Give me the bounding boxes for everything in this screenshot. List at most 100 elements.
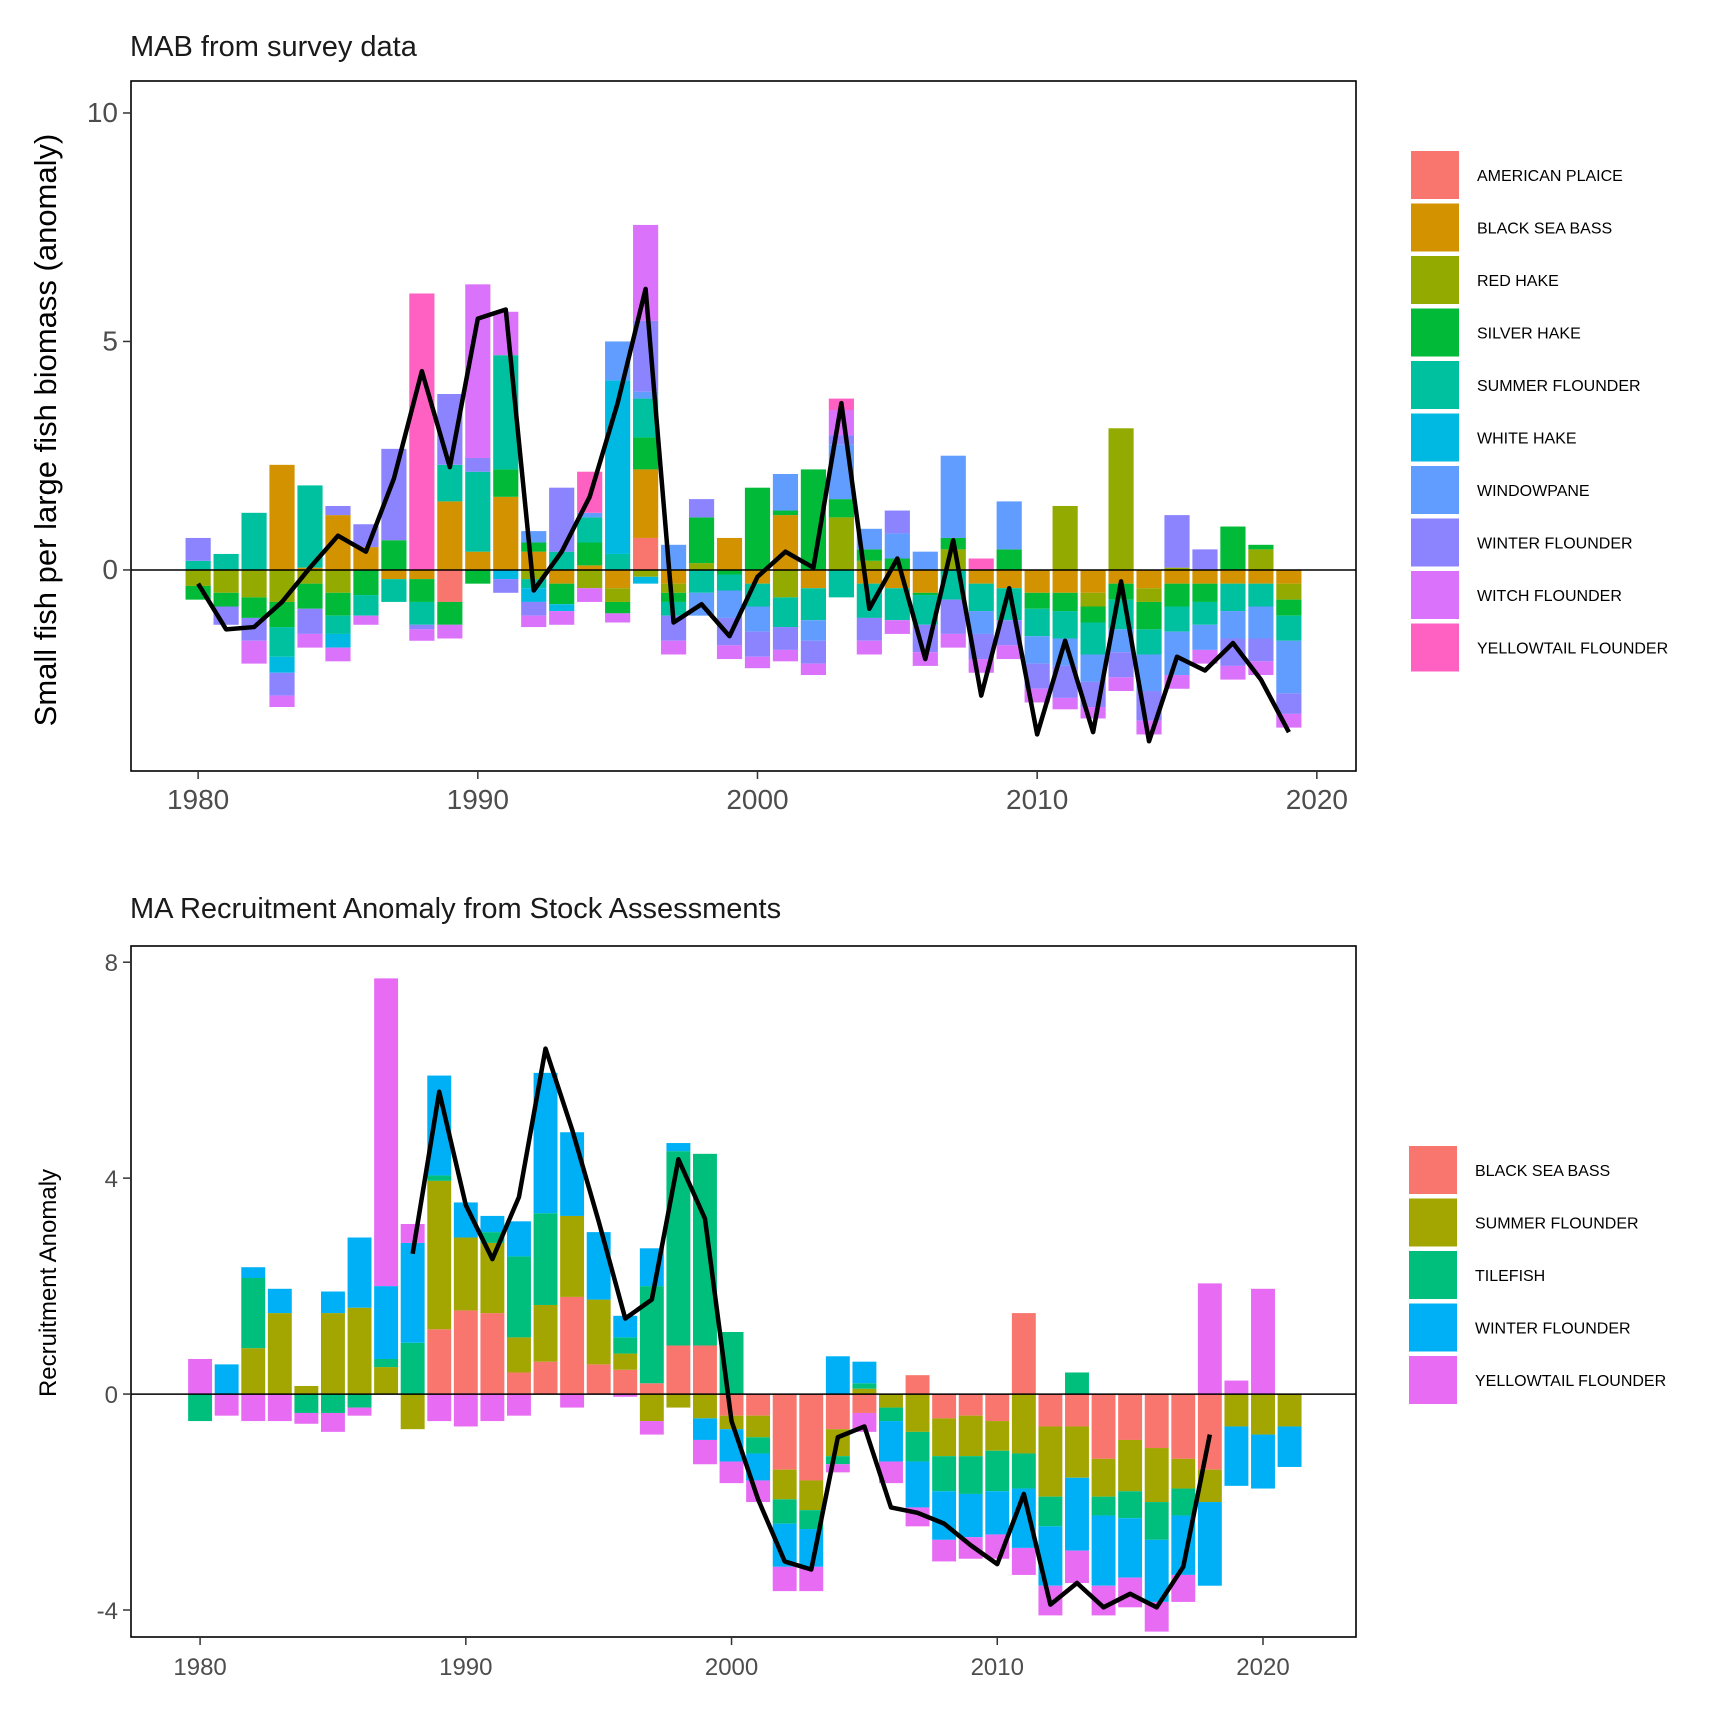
- bar-yellowtail-flounder-1992: [507, 1394, 531, 1416]
- bar-winter-flounder-2013: [1065, 1477, 1089, 1551]
- bar-winter-flounder-1981: [214, 1364, 239, 1395]
- bar-white-hake-1985: [325, 633, 351, 648]
- bar-black-sea-bass-1996: [613, 1369, 638, 1395]
- bar-winter-flounder-1991: [493, 579, 519, 593]
- bar-silver-hake-2011: [1052, 592, 1078, 612]
- bar-black-sea-bass-1992: [507, 1372, 531, 1395]
- bar-yellowtail-flounder-1984: [294, 1412, 319, 1424]
- bar-black-sea-bass-2012: [1080, 569, 1106, 593]
- bar-winter-flounder-1993: [549, 487, 575, 552]
- bar-winter-flounder-1988: [409, 624, 435, 630]
- bar-witch-flounder-2001: [772, 649, 799, 662]
- bar-summer-flounder-2001: [772, 597, 799, 628]
- bar-winter-flounder-1998: [688, 499, 715, 518]
- bar-yellowtail-flounder-1989: [427, 1394, 452, 1422]
- bar-winter-flounder-1995: [586, 1232, 611, 1300]
- bar-summer-flounder-1995: [605, 553, 631, 570]
- bar-winter-flounder-2010: [985, 1491, 1010, 1535]
- legend-label-yellowtail-flounder: YELLOWTAIL FLOUNDER: [1477, 641, 1668, 658]
- y-tick-label: -4: [97, 1598, 118, 1625]
- bar-black-sea-bass-1989: [427, 1329, 452, 1395]
- bar-summer-flounder-1998: [688, 569, 715, 593]
- bar-silver-hake-2000: [744, 487, 771, 570]
- bar-yellowtail-flounder-1988: [409, 293, 435, 570]
- bar-black-sea-bass-2014: [1136, 569, 1162, 589]
- bar-black-sea-bass-1997: [639, 1383, 664, 1395]
- bar-summer-flounder-1980: [185, 560, 211, 570]
- legend-survey: AMERICAN PLAICE BLACK SEA BASS RED HAKE SIL…: [1411, 151, 1668, 672]
- bar-yellowtail-flounder-2016: [1144, 1601, 1169, 1632]
- bar-tilefish-1996: [613, 1337, 638, 1354]
- bar-silver-hake-1984: [297, 583, 323, 609]
- bar-windowpane-2017: [1220, 611, 1246, 639]
- bar-summer-flounder-1983: [267, 1313, 292, 1395]
- bar-summer-flounder-2018: [1248, 583, 1274, 607]
- x-tick-label: 2020: [1286, 784, 1348, 815]
- legend-key-red-hake: [1411, 256, 1459, 304]
- bar-yellowtail-flounder-2004: [825, 1464, 850, 1473]
- bar-black-sea-bass-1990: [465, 551, 491, 570]
- bar-winter-flounder-2009: [958, 1493, 983, 1538]
- bar-red-hake-1982: [241, 569, 267, 598]
- bar-witch-flounder-1995: [605, 613, 631, 623]
- bar-windowpane-1997: [660, 544, 687, 570]
- bar-silver-hake-2001: [772, 510, 799, 516]
- bar-silver-hake-1996: [633, 437, 659, 470]
- axes-survey: 1980 1990 2000 2010 2020 0 5 10: [87, 80, 1357, 815]
- bar-windowpane-1992: [521, 531, 547, 543]
- bar-summer-flounder-1988: [400, 1394, 425, 1430]
- bar-witch-flounder-1997: [660, 640, 687, 655]
- bar-silver-hake-1989: [437, 601, 463, 625]
- bar-summer-flounder-2002: [800, 588, 826, 621]
- bar-tilefish-1992: [507, 1256, 531, 1338]
- bar-winter-flounder-1983: [269, 672, 295, 696]
- y-tick-label: 0: [105, 1382, 118, 1409]
- bar-tilefish-2003: [799, 1510, 824, 1530]
- bar-witch-flounder-1992: [521, 615, 547, 628]
- bar-white-hake-1992: [521, 588, 547, 602]
- bar-silver-hake-1999: [716, 569, 743, 575]
- chart-survey: MAB from survey data 1980 1990 2000 2010 202…: [28, 31, 1668, 815]
- bar-summer-flounder-2001: [746, 1415, 771, 1438]
- legend-label-windowpane: WINDOWPANE: [1477, 483, 1590, 500]
- bar-yellowtail-flounder-1994: [560, 1394, 585, 1408]
- bar-winter-flounder-2016: [1144, 1539, 1169, 1602]
- legend-label-red-hake: RED HAKE: [1477, 273, 1559, 290]
- bar-red-hake-2011: [1052, 505, 1078, 570]
- bar-windowpane-2015: [1164, 631, 1190, 676]
- bar-windowpane-2004: [856, 528, 882, 550]
- bar-silver-hake-1994: [577, 542, 603, 566]
- bar-black-sea-bass-2006: [912, 569, 938, 593]
- bar-winter-flounder-1987: [381, 448, 407, 541]
- bar-black-sea-bass-2005: [852, 1394, 877, 1413]
- bar-silver-hake-2010: [1024, 592, 1050, 609]
- bar-red-hake-1983: [269, 569, 295, 602]
- bar-yellowtail-flounder-1980: [188, 1358, 213, 1395]
- bar-winter-flounder-1990: [453, 1202, 478, 1238]
- bar-summer-flounder-2017: [1171, 1458, 1196, 1489]
- bars-recruitment: [188, 978, 1302, 1632]
- bar-summer-flounder-1994: [560, 1215, 585, 1297]
- bar-black-sea-bass-2001: [746, 1394, 771, 1416]
- bar-witch-flounder-1983: [269, 695, 295, 708]
- bar-winter-flounder-1989: [427, 1075, 452, 1176]
- chart-recruitment: MA Recruitment Anomaly from Stock Assess…: [35, 893, 1666, 1681]
- bar-winter-flounder-2007: [940, 599, 966, 634]
- bar-silver-hake-2014: [1136, 601, 1162, 630]
- bar-black-sea-bass-2011: [1011, 1313, 1036, 1395]
- bar-silver-hake-2017: [1220, 526, 1246, 570]
- bar-red-hake-1995: [605, 588, 631, 602]
- bar-summer-flounder-1984: [294, 1385, 319, 1395]
- bar-summer-flounder-1993: [549, 551, 575, 570]
- bar-summer-flounder-1981: [213, 553, 239, 570]
- bar-tilefish-2005: [852, 1383, 877, 1389]
- bar-black-sea-bass-1993: [533, 1361, 558, 1395]
- bar-black-sea-bass-2012: [1038, 1394, 1063, 1427]
- bar-summer-flounder-2005: [852, 1388, 877, 1395]
- bar-winter-flounder-1987: [374, 1286, 399, 1359]
- bar-witch-flounder-2000: [744, 656, 771, 669]
- bar-summer-flounder-1997: [639, 1394, 664, 1422]
- bar-black-sea-bass-2018: [1248, 569, 1274, 584]
- bar-summer-flounder-2020: [1251, 1394, 1275, 1435]
- bar-yellowtail-flounder-1983: [267, 1394, 292, 1422]
